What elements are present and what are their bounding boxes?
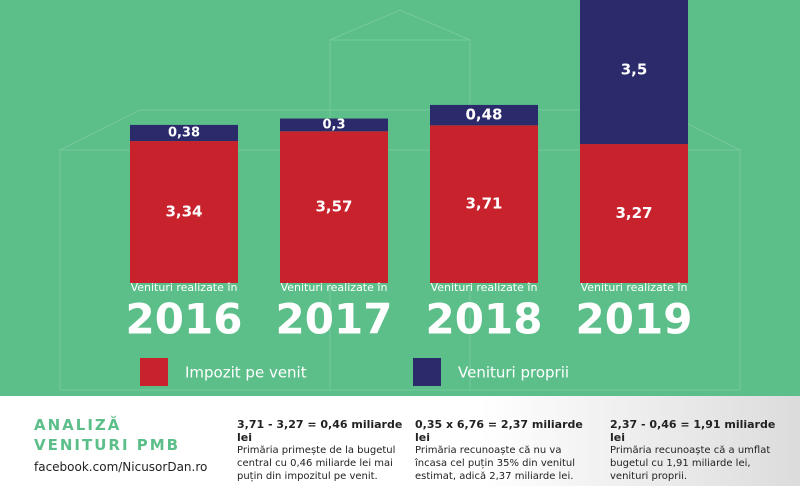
note-text: Primăria recunoaște că a umflat bugetul …: [610, 445, 771, 482]
note-text: Primăria primește de la bugetul central …: [237, 445, 396, 482]
bar-segment: [280, 131, 388, 283]
bar-segment: [130, 141, 238, 283]
footer-title: ANALIZĂ: [34, 416, 122, 434]
note-heading: 2,37 - 0,46 = 1,91 miliarde lei: [610, 418, 776, 444]
category-caption: Venituri realizate în: [131, 281, 238, 294]
value-label: 3,34: [165, 203, 202, 221]
category-caption: Venituri realizate în: [281, 281, 388, 294]
category-label: 2016: [126, 295, 243, 344]
bar-segment: [130, 124, 238, 142]
value-label: 0,48: [465, 106, 502, 124]
note: 3,71 - 3,27 = 0,46 miliarde lei Primăria …: [237, 418, 412, 483]
value-label: 0,3: [322, 117, 345, 132]
category-caption: Venituri realizate în: [581, 281, 688, 294]
note: 2,37 - 0,46 = 1,91 miliarde lei Primăria …: [610, 418, 785, 483]
category-label: 2018: [426, 295, 543, 344]
legend-swatch: [413, 358, 441, 386]
footer: ANALIZĂ VENITURI PMB facebook.com/Nicuso…: [0, 396, 800, 486]
legend-label: Impozit pe venit: [185, 364, 307, 382]
legend-swatch: [140, 358, 168, 386]
note-heading: 0,35 x 6,76 = 2,37 miliarde lei: [415, 418, 583, 444]
note-text: Primăria recunoaște că nu va încasa cel …: [415, 445, 576, 482]
note-heading: 3,71 - 3,27 = 0,46 miliarde lei: [237, 418, 403, 444]
category-label: 2019: [576, 295, 693, 344]
background-building: [59, 9, 741, 391]
value-label: 3,57: [315, 198, 352, 216]
bar-segment: [280, 118, 388, 132]
legend-label: Venituri proprii: [458, 364, 569, 382]
value-label: 3,27: [615, 204, 652, 222]
link[interactable]: facebook.com/NicusorDan.ro: [34, 460, 208, 474]
category-label: 2017: [276, 295, 393, 344]
note: 0,35 x 6,76 = 2,37 miliarde lei Primăria …: [415, 418, 590, 483]
bar-segment: [580, 144, 688, 283]
value-label: 3,5: [621, 61, 648, 79]
category-caption: Venituri realizate în: [431, 281, 538, 294]
footer-title: VENITURI PMB: [34, 436, 181, 454]
value-label: 0,38: [168, 125, 200, 140]
bar-segment: [430, 104, 538, 126]
bar-segment: [580, 0, 688, 145]
bar-segment: [430, 125, 538, 283]
value-label: 3,71: [465, 195, 502, 213]
